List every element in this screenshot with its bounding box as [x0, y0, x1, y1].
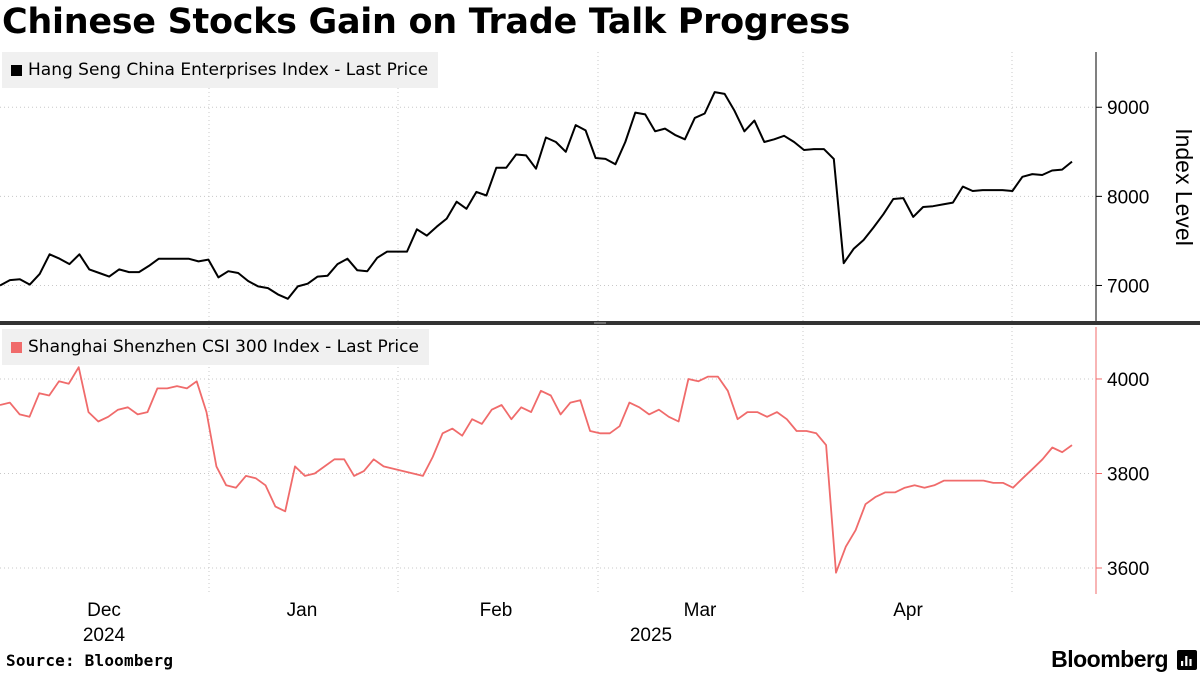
series-line-csi300: [0, 366, 1073, 574]
x-month-label: Apr: [893, 600, 923, 621]
x-month-label: Feb: [480, 600, 513, 621]
legend-label-hscei: Hang Seng China Enterprises Index - Last…: [28, 60, 429, 80]
y-tick-label: 4000: [1107, 370, 1149, 391]
legend-swatch-csi300: [11, 341, 22, 353]
x-month-label: Jan: [287, 600, 318, 621]
label-layer: 7000 8000 9000 Index Level 3600 3800 4000 Dec Ja…: [83, 98, 1197, 646]
y-axis-title: Index Level: [1171, 128, 1197, 246]
axes-layer: [0, 52, 1200, 594]
x-year-label: 2024: [83, 625, 126, 646]
legend-swatch-hscei: [11, 64, 22, 76]
x-month-label: Mar: [684, 600, 717, 621]
y-tick-label: 3600: [1107, 559, 1149, 580]
y-tick-label: 7000: [1107, 276, 1149, 297]
chart-title: Chinese Stocks Gain on Trade Talk Progre…: [2, 2, 851, 42]
grid-layer: [0, 52, 1096, 594]
bloomberg-icon: [1177, 650, 1197, 670]
x-month-label: Dec: [87, 600, 121, 621]
brand-logo: Bloomberg: [1051, 646, 1168, 672]
y-tick-label: 3800: [1107, 464, 1149, 485]
series-line-hscei: [0, 91, 1073, 300]
legend-csi300: Shanghai Shenzhen CSI 300 Index - Last P…: [2, 329, 429, 365]
legend-label-csi300: Shanghai Shenzhen CSI 300 Index - Last P…: [28, 337, 419, 357]
legend-hscei: Hang Seng China Enterprises Index - Last…: [2, 52, 439, 88]
y-tick-label: 9000: [1107, 98, 1149, 119]
source-note: Source: Bloomberg: [6, 651, 174, 670]
y-tick-label: 8000: [1107, 187, 1149, 208]
x-year-label: 2025: [630, 625, 672, 646]
series-layer: [0, 91, 1073, 574]
